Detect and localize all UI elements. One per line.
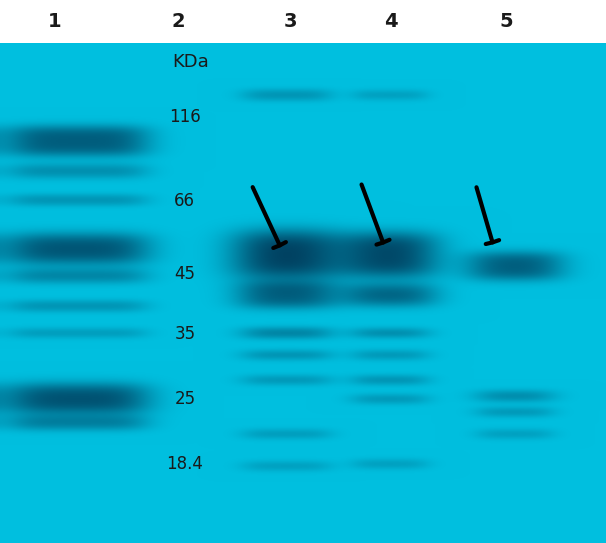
Text: 45: 45 (175, 265, 195, 283)
Text: 3: 3 (284, 12, 298, 31)
Text: 25: 25 (175, 390, 195, 408)
Text: 116: 116 (169, 108, 201, 126)
Text: 2: 2 (172, 12, 185, 31)
Text: 35: 35 (175, 325, 195, 343)
Text: 4: 4 (384, 12, 398, 31)
Text: 1: 1 (48, 12, 61, 31)
Text: KDa: KDa (173, 53, 209, 72)
Text: 18.4: 18.4 (167, 455, 203, 473)
Text: 66: 66 (175, 192, 195, 210)
Text: 5: 5 (499, 12, 513, 31)
